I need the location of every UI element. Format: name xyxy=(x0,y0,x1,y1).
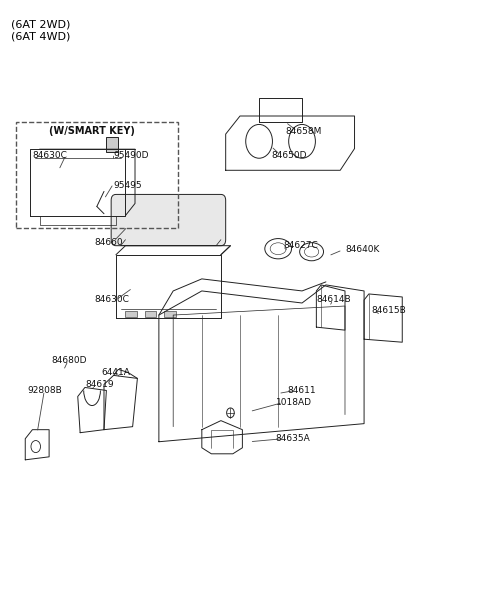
Text: 92808B: 92808B xyxy=(28,386,62,395)
Bar xyxy=(107,137,118,152)
Text: 95495: 95495 xyxy=(114,181,142,190)
Text: 84640K: 84640K xyxy=(345,245,379,255)
Text: 84635A: 84635A xyxy=(276,435,311,443)
Text: 84630C: 84630C xyxy=(95,296,129,304)
Text: 84615B: 84615B xyxy=(371,306,406,315)
Text: (6AT 2WD)
(6AT 4WD): (6AT 2WD) (6AT 4WD) xyxy=(11,19,70,41)
Text: 84680D: 84680D xyxy=(51,356,87,365)
Text: 84611: 84611 xyxy=(288,386,316,395)
Bar xyxy=(164,311,176,317)
Text: 6441A: 6441A xyxy=(102,368,131,377)
Text: 84660: 84660 xyxy=(95,238,123,247)
Text: (W/SMART KEY): (W/SMART KEY) xyxy=(49,126,135,136)
Text: 1018AD: 1018AD xyxy=(276,398,312,407)
Bar xyxy=(144,311,156,317)
Text: 84627C: 84627C xyxy=(283,241,318,250)
Text: 84650D: 84650D xyxy=(271,151,307,160)
Text: 84619: 84619 xyxy=(85,380,114,389)
FancyBboxPatch shape xyxy=(111,195,226,245)
Text: 84614B: 84614B xyxy=(316,296,351,304)
Text: 95490D: 95490D xyxy=(114,151,149,160)
Text: 84630C: 84630C xyxy=(33,151,67,160)
Text: 84658M: 84658M xyxy=(285,127,322,136)
Bar xyxy=(125,311,137,317)
